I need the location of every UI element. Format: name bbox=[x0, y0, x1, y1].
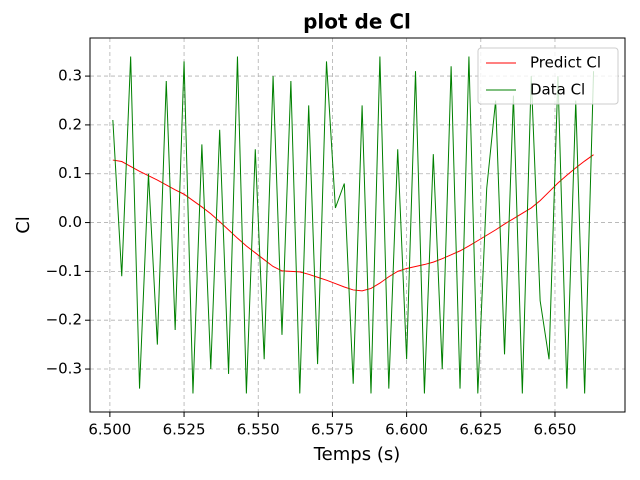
y-tick-label: 0.2 bbox=[58, 115, 82, 133]
plot-frame bbox=[89, 37, 626, 413]
series-line bbox=[112, 56, 595, 394]
x-tick-label: 6.625 bbox=[459, 421, 502, 439]
legend-label: Data Cl bbox=[530, 81, 585, 99]
x-tick-label: 6.600 bbox=[385, 421, 428, 439]
y-tick-label: −0.3 bbox=[46, 360, 82, 378]
y-tick-label: −0.2 bbox=[46, 311, 82, 329]
legend-label: Predict Cl bbox=[530, 54, 601, 72]
chart-title: plot de Cl bbox=[303, 10, 411, 34]
y-axis-label: Cl bbox=[13, 216, 34, 234]
y-tick-label: −0.1 bbox=[46, 262, 82, 280]
x-tick-label: 6.575 bbox=[311, 421, 354, 439]
y-tick-label: 0.0 bbox=[58, 213, 82, 231]
x-tick-label: 6.550 bbox=[237, 421, 280, 439]
y-tick-label: 0.1 bbox=[58, 164, 82, 182]
series-line bbox=[112, 154, 594, 292]
x-tick-label: 6.650 bbox=[533, 421, 576, 439]
y-tick-label: 0.3 bbox=[58, 67, 82, 85]
x-axis-label: Temps (s) bbox=[313, 444, 401, 465]
x-tick-label: 6.525 bbox=[163, 421, 206, 439]
x-tick-label: 6.500 bbox=[88, 421, 131, 439]
